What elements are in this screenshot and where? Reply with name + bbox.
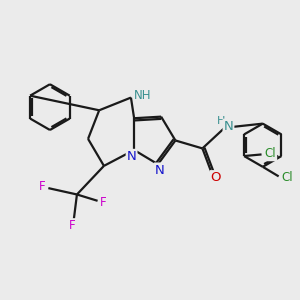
Text: N: N (155, 164, 164, 176)
Text: O: O (211, 171, 221, 184)
Text: F: F (69, 219, 76, 232)
Text: H: H (217, 116, 225, 126)
Text: NH: NH (134, 88, 152, 101)
Text: Cl: Cl (282, 170, 293, 184)
Text: Cl: Cl (265, 147, 276, 160)
Text: F: F (100, 196, 106, 209)
Text: N: N (127, 150, 136, 163)
Text: N: N (224, 120, 233, 133)
Text: F: F (39, 180, 46, 193)
